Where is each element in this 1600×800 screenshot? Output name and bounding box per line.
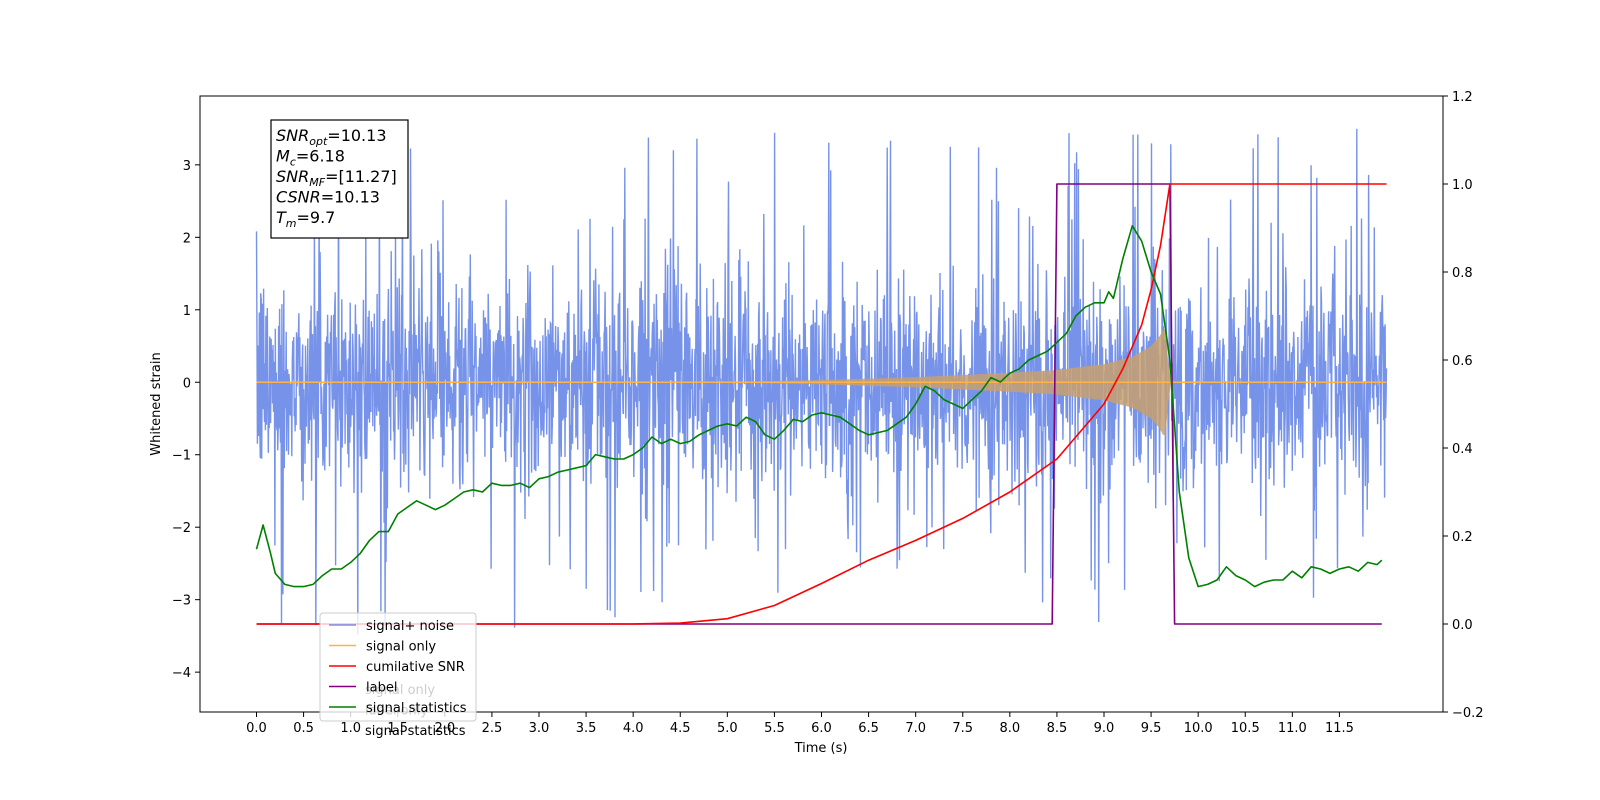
x-tick-label: 5.5 [764, 721, 785, 736]
x-tick-label: 10.5 [1231, 721, 1260, 736]
y-left-tick-label: 3 [183, 159, 191, 174]
series-signal-noise [255, 128, 1388, 635]
annotation-frame [270, 119, 409, 239]
annotation-line: SNRopt=10.13 [276, 126, 387, 148]
x-tick-label: 1.5 [387, 721, 408, 736]
y-axis-left: −4 −3 −2 −1 0 1 2 3 [172, 159, 200, 681]
x-tick-label: 7.0 [905, 721, 926, 736]
legend-label: cumilative SNR [366, 660, 465, 675]
y-right-tick-label: 0.2 [1452, 530, 1473, 545]
series-cumulative-snr [256, 183, 1387, 625]
y-left-tick-label: −4 [172, 666, 191, 681]
x-tick-label: 2.0 [434, 721, 455, 736]
x-tick-label: 6.0 [811, 721, 832, 736]
x-tick-label: 1.0 [340, 721, 361, 736]
y-left-tick-label: −3 [172, 594, 191, 609]
x-axis: 0.0 0.5 1.0 1.5 2.0 2.5 3.0 3.5 4.0 4.5 5.0 5.5 6.0 6… [246, 712, 1354, 736]
series-label [256, 183, 1382, 625]
legend-label: signal statistics [366, 701, 467, 716]
y-right-tick-label: 0.8 [1452, 266, 1473, 281]
y-axis-right: −0.2 0.0 0.2 0.4 0.6 0.8 1.0 1.2 [1443, 90, 1484, 721]
y-left-tick-label: 2 [183, 231, 191, 246]
x-tick-label: 3.5 [576, 721, 597, 736]
annotation-line: Mc=6.18 [276, 147, 345, 169]
y-axis-label: Whitened strain [149, 352, 164, 455]
x-tick-label: 8.5 [1047, 721, 1068, 736]
right-axis-series-layer [255, 183, 1387, 625]
legend-label: signal+ noise [366, 619, 454, 634]
x-tick-label: 8.0 [999, 721, 1020, 736]
series-signal-statistics [255, 225, 1383, 588]
signal-noise-series-layer [255, 128, 1388, 635]
legend-label: label [366, 681, 397, 696]
y-right-tick-label: 1.0 [1452, 178, 1473, 193]
y-left-tick-label: 1 [183, 304, 191, 319]
x-tick-label: 11.0 [1278, 721, 1307, 736]
x-tick-label: 2.5 [482, 721, 503, 736]
x-tick-label: 0.0 [246, 721, 267, 736]
x-tick-label: 3.0 [529, 721, 550, 736]
annotation-line: CSNR=10.13 [276, 188, 380, 207]
ghost-legend-label: signal statistics [365, 724, 466, 739]
x-tick-label: 5.0 [717, 721, 738, 736]
y-right-tick-label: 1.2 [1452, 90, 1473, 105]
x-tick-label: 6.5 [858, 721, 879, 736]
y-right-tick-label: 0.0 [1452, 618, 1473, 633]
x-axis-label: Time (s) [794, 741, 848, 756]
x-tick-label: 9.0 [1094, 721, 1115, 736]
legend-label: signal only [366, 640, 436, 655]
x-tick-label: 11.5 [1325, 721, 1354, 736]
annotation-box: SNRopt=10.13Mc=6.18SNRMF=[11.27]CSNR=10.… [270, 119, 409, 239]
y-left-tick-label: 0 [183, 376, 191, 391]
legend-frame [319, 612, 477, 722]
y-right-tick-label: −0.2 [1452, 706, 1484, 721]
x-tick-label: 10.0 [1184, 721, 1213, 736]
annotation-line: SNRMF=[11.27] [276, 167, 397, 189]
x-tick-label: 0.5 [293, 721, 314, 736]
legend: signal onlylabel onlysignal statisticssi… [319, 612, 477, 739]
x-tick-label: 9.5 [1141, 721, 1162, 736]
x-tick-label: 7.5 [952, 721, 973, 736]
y-right-tick-label: 0.6 [1452, 354, 1473, 369]
x-tick-label: 4.0 [623, 721, 644, 736]
y-left-tick-label: −2 [172, 521, 191, 536]
x-tick-label: 4.5 [670, 721, 691, 736]
annotation-line: Tm=9.7 [276, 208, 335, 230]
signal-only-series-layer [256, 329, 1387, 436]
y-left-tick-label: −1 [172, 449, 191, 464]
y-right-tick-label: 0.4 [1452, 442, 1473, 457]
